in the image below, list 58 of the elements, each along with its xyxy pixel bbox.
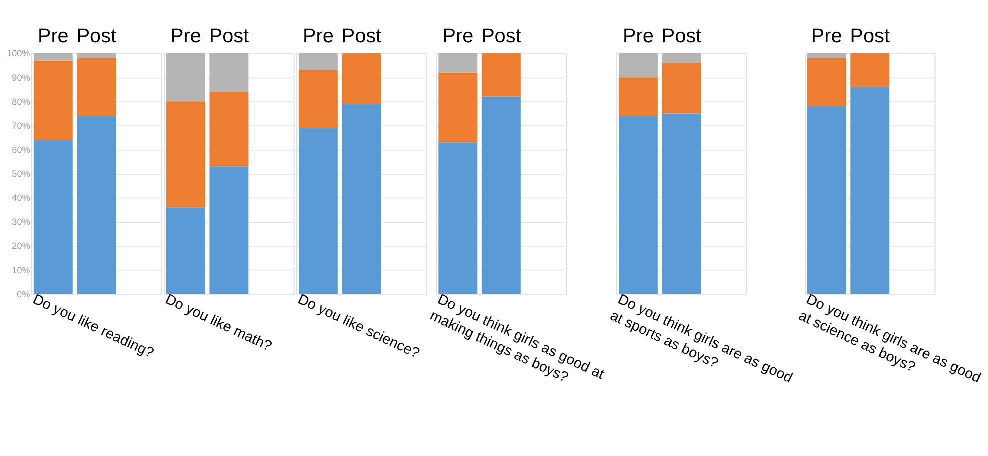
x-tick-label: Post (662, 25, 702, 48)
x-tick-label: Pre (38, 25, 69, 48)
x-tick-label: Post (76, 25, 117, 48)
x-tick-label: Post (342, 25, 382, 48)
bar (77, 116, 116, 294)
bar (34, 140, 73, 294)
y-tick-label: 80% (12, 96, 30, 107)
x-tick-label: Post (209, 25, 250, 48)
bar (662, 54, 702, 64)
bar (210, 92, 249, 167)
bar (77, 54, 116, 58)
x-tick-label: Pre (442, 25, 474, 48)
x-tick-label: Pre (623, 25, 654, 48)
bar (438, 142, 478, 294)
y-tick-label: 100% (7, 48, 30, 59)
bar (618, 78, 658, 116)
x-tick-label: Post (482, 25, 522, 48)
bar (34, 60, 73, 140)
bar (210, 54, 249, 92)
bar (166, 54, 206, 102)
bar (166, 208, 206, 294)
bar (662, 114, 702, 294)
y-tick-label: 70% (12, 120, 30, 131)
x-tick-label: Pre (170, 25, 202, 48)
x-axis-title: Do you think girls are as good at sports as boys? (608, 292, 795, 387)
y-tick-label: 60% (12, 144, 30, 155)
bar (77, 58, 116, 116)
bar (342, 104, 382, 294)
bar (807, 106, 846, 294)
bar (850, 87, 890, 294)
y-tick-label: 50% (12, 169, 30, 180)
bar (807, 54, 846, 58)
bar (166, 102, 206, 208)
y-tick-label: 10% (12, 265, 30, 276)
bar (850, 54, 890, 88)
bar (298, 70, 338, 128)
y-tick-label: 40% (12, 193, 30, 204)
y-tick-label: 30% (12, 217, 30, 228)
bar (618, 116, 658, 294)
y-tick-label: 20% (12, 241, 30, 252)
bar (34, 54, 73, 61)
bar (618, 54, 658, 78)
x-tick-label: Pre (811, 25, 842, 48)
bar (482, 54, 521, 97)
bar (298, 54, 338, 70)
bar (438, 72, 478, 143)
bar (298, 128, 338, 294)
x-axis-title: Do you like math? (162, 292, 274, 355)
bar (662, 63, 702, 114)
y-tick-label: 90% (12, 72, 30, 83)
bar (342, 54, 382, 104)
bar (438, 54, 478, 73)
bar (482, 96, 521, 294)
x-tick-label: Pre (303, 25, 334, 48)
x-tick-label: Post (850, 25, 890, 48)
bar (807, 58, 846, 106)
y-tick-label: 0% (17, 289, 30, 300)
bar (210, 166, 249, 294)
